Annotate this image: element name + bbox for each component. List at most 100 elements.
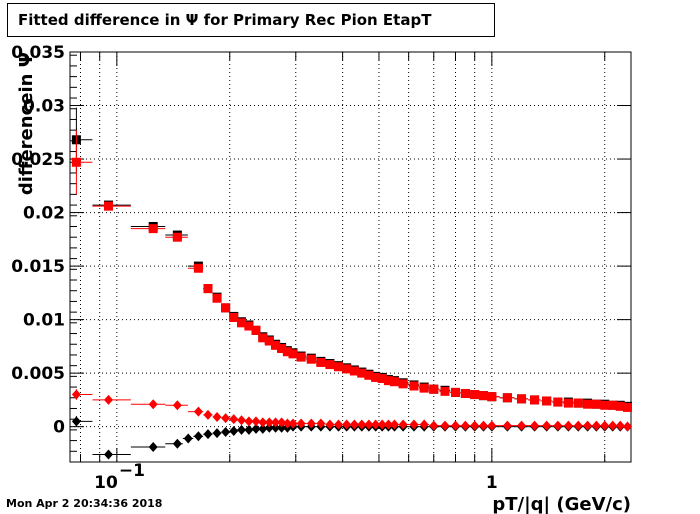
data-point	[103, 201, 113, 211]
y-axis-label: differencein Ψ	[16, 52, 37, 195]
data-point	[608, 400, 618, 410]
data-point	[296, 352, 306, 362]
data-point	[371, 372, 381, 382]
data-point	[600, 420, 610, 431]
data-point	[502, 420, 512, 431]
data-point	[172, 232, 182, 242]
data-point	[470, 420, 480, 431]
data-point	[277, 422, 287, 433]
data-point	[440, 386, 450, 396]
data-point	[563, 398, 573, 408]
data-point	[237, 424, 247, 435]
data-point	[389, 419, 399, 430]
data-point	[237, 415, 247, 426]
data-point	[229, 425, 239, 436]
data-point	[530, 395, 540, 405]
data-point	[71, 416, 81, 427]
data-point	[573, 420, 583, 431]
y-tick-label: 0	[53, 418, 65, 438]
x-tick-label: 1	[486, 473, 498, 493]
data-point	[296, 418, 306, 429]
data-point	[451, 387, 461, 397]
y-tick-label: 0.01	[23, 311, 65, 331]
data-point	[251, 325, 261, 335]
data-point	[258, 417, 268, 428]
data-point	[364, 370, 374, 380]
data-point	[371, 419, 381, 430]
data-point	[342, 364, 352, 374]
data-point	[487, 420, 497, 431]
data-point	[517, 394, 527, 404]
data-point	[615, 420, 625, 431]
data-point	[212, 293, 222, 303]
data-point	[244, 416, 254, 427]
data-point	[563, 420, 573, 431]
data-point	[429, 420, 439, 431]
data-point	[203, 409, 213, 420]
data-point	[553, 397, 563, 407]
data-point	[460, 420, 470, 431]
data-point	[212, 412, 222, 423]
data-point	[383, 376, 393, 386]
data-point	[377, 374, 387, 384]
data-point	[203, 429, 213, 440]
data-point	[271, 340, 281, 350]
data-point	[203, 284, 213, 294]
data-point	[383, 419, 393, 430]
data-point	[237, 318, 247, 328]
data-points	[71, 107, 632, 460]
data-point	[277, 417, 287, 428]
data-point	[282, 418, 292, 429]
data-point	[277, 344, 287, 354]
data-point	[591, 420, 601, 431]
y-tick-label: 0.025	[11, 150, 65, 170]
series-3	[71, 389, 632, 432]
data-point	[193, 406, 203, 417]
data-point	[573, 398, 583, 408]
chart-title-box: Fitted difference in Ψ for Primary Rec P…	[7, 3, 495, 37]
y-tick-label: 0.005	[11, 364, 65, 384]
data-point	[103, 449, 113, 460]
data-point	[229, 414, 239, 425]
data-point	[271, 417, 281, 428]
data-point	[244, 321, 254, 331]
data-point	[409, 419, 419, 430]
data-point	[409, 381, 419, 391]
data-point	[264, 417, 274, 428]
data-point	[470, 390, 480, 400]
data-point	[212, 428, 222, 439]
data-point	[542, 420, 552, 431]
data-point	[349, 366, 359, 376]
data-point	[478, 391, 488, 401]
data-point	[282, 347, 292, 357]
data-point	[591, 399, 601, 409]
data-point	[229, 312, 239, 322]
data-point	[440, 420, 450, 431]
data-point	[622, 402, 632, 412]
data-point	[451, 420, 461, 431]
data-point	[258, 333, 268, 343]
chart-title: Fitted difference in Ψ for Primary Rec P…	[18, 11, 432, 29]
x-tick-labels: 10−1 1	[94, 461, 498, 493]
data-point	[306, 354, 316, 364]
data-point	[71, 389, 81, 400]
data-point	[608, 420, 618, 431]
data-point	[622, 421, 632, 432]
data-point	[71, 157, 81, 167]
data-point	[530, 420, 540, 431]
series-0	[71, 107, 632, 411]
data-point	[398, 419, 408, 430]
data-point	[172, 400, 182, 411]
data-point	[244, 424, 254, 435]
data-point	[288, 349, 298, 359]
data-point	[334, 419, 344, 430]
y-tick-label: 0.035	[11, 43, 65, 63]
data-point	[542, 396, 552, 406]
data-point	[148, 399, 158, 410]
data-point	[615, 401, 625, 411]
data-point	[325, 360, 335, 370]
data-point	[172, 438, 182, 449]
data-point	[429, 384, 439, 394]
y-tick-labels: 0 0.005 0.01 0.015 0.02 0.025 0.03 0.035	[11, 43, 65, 438]
